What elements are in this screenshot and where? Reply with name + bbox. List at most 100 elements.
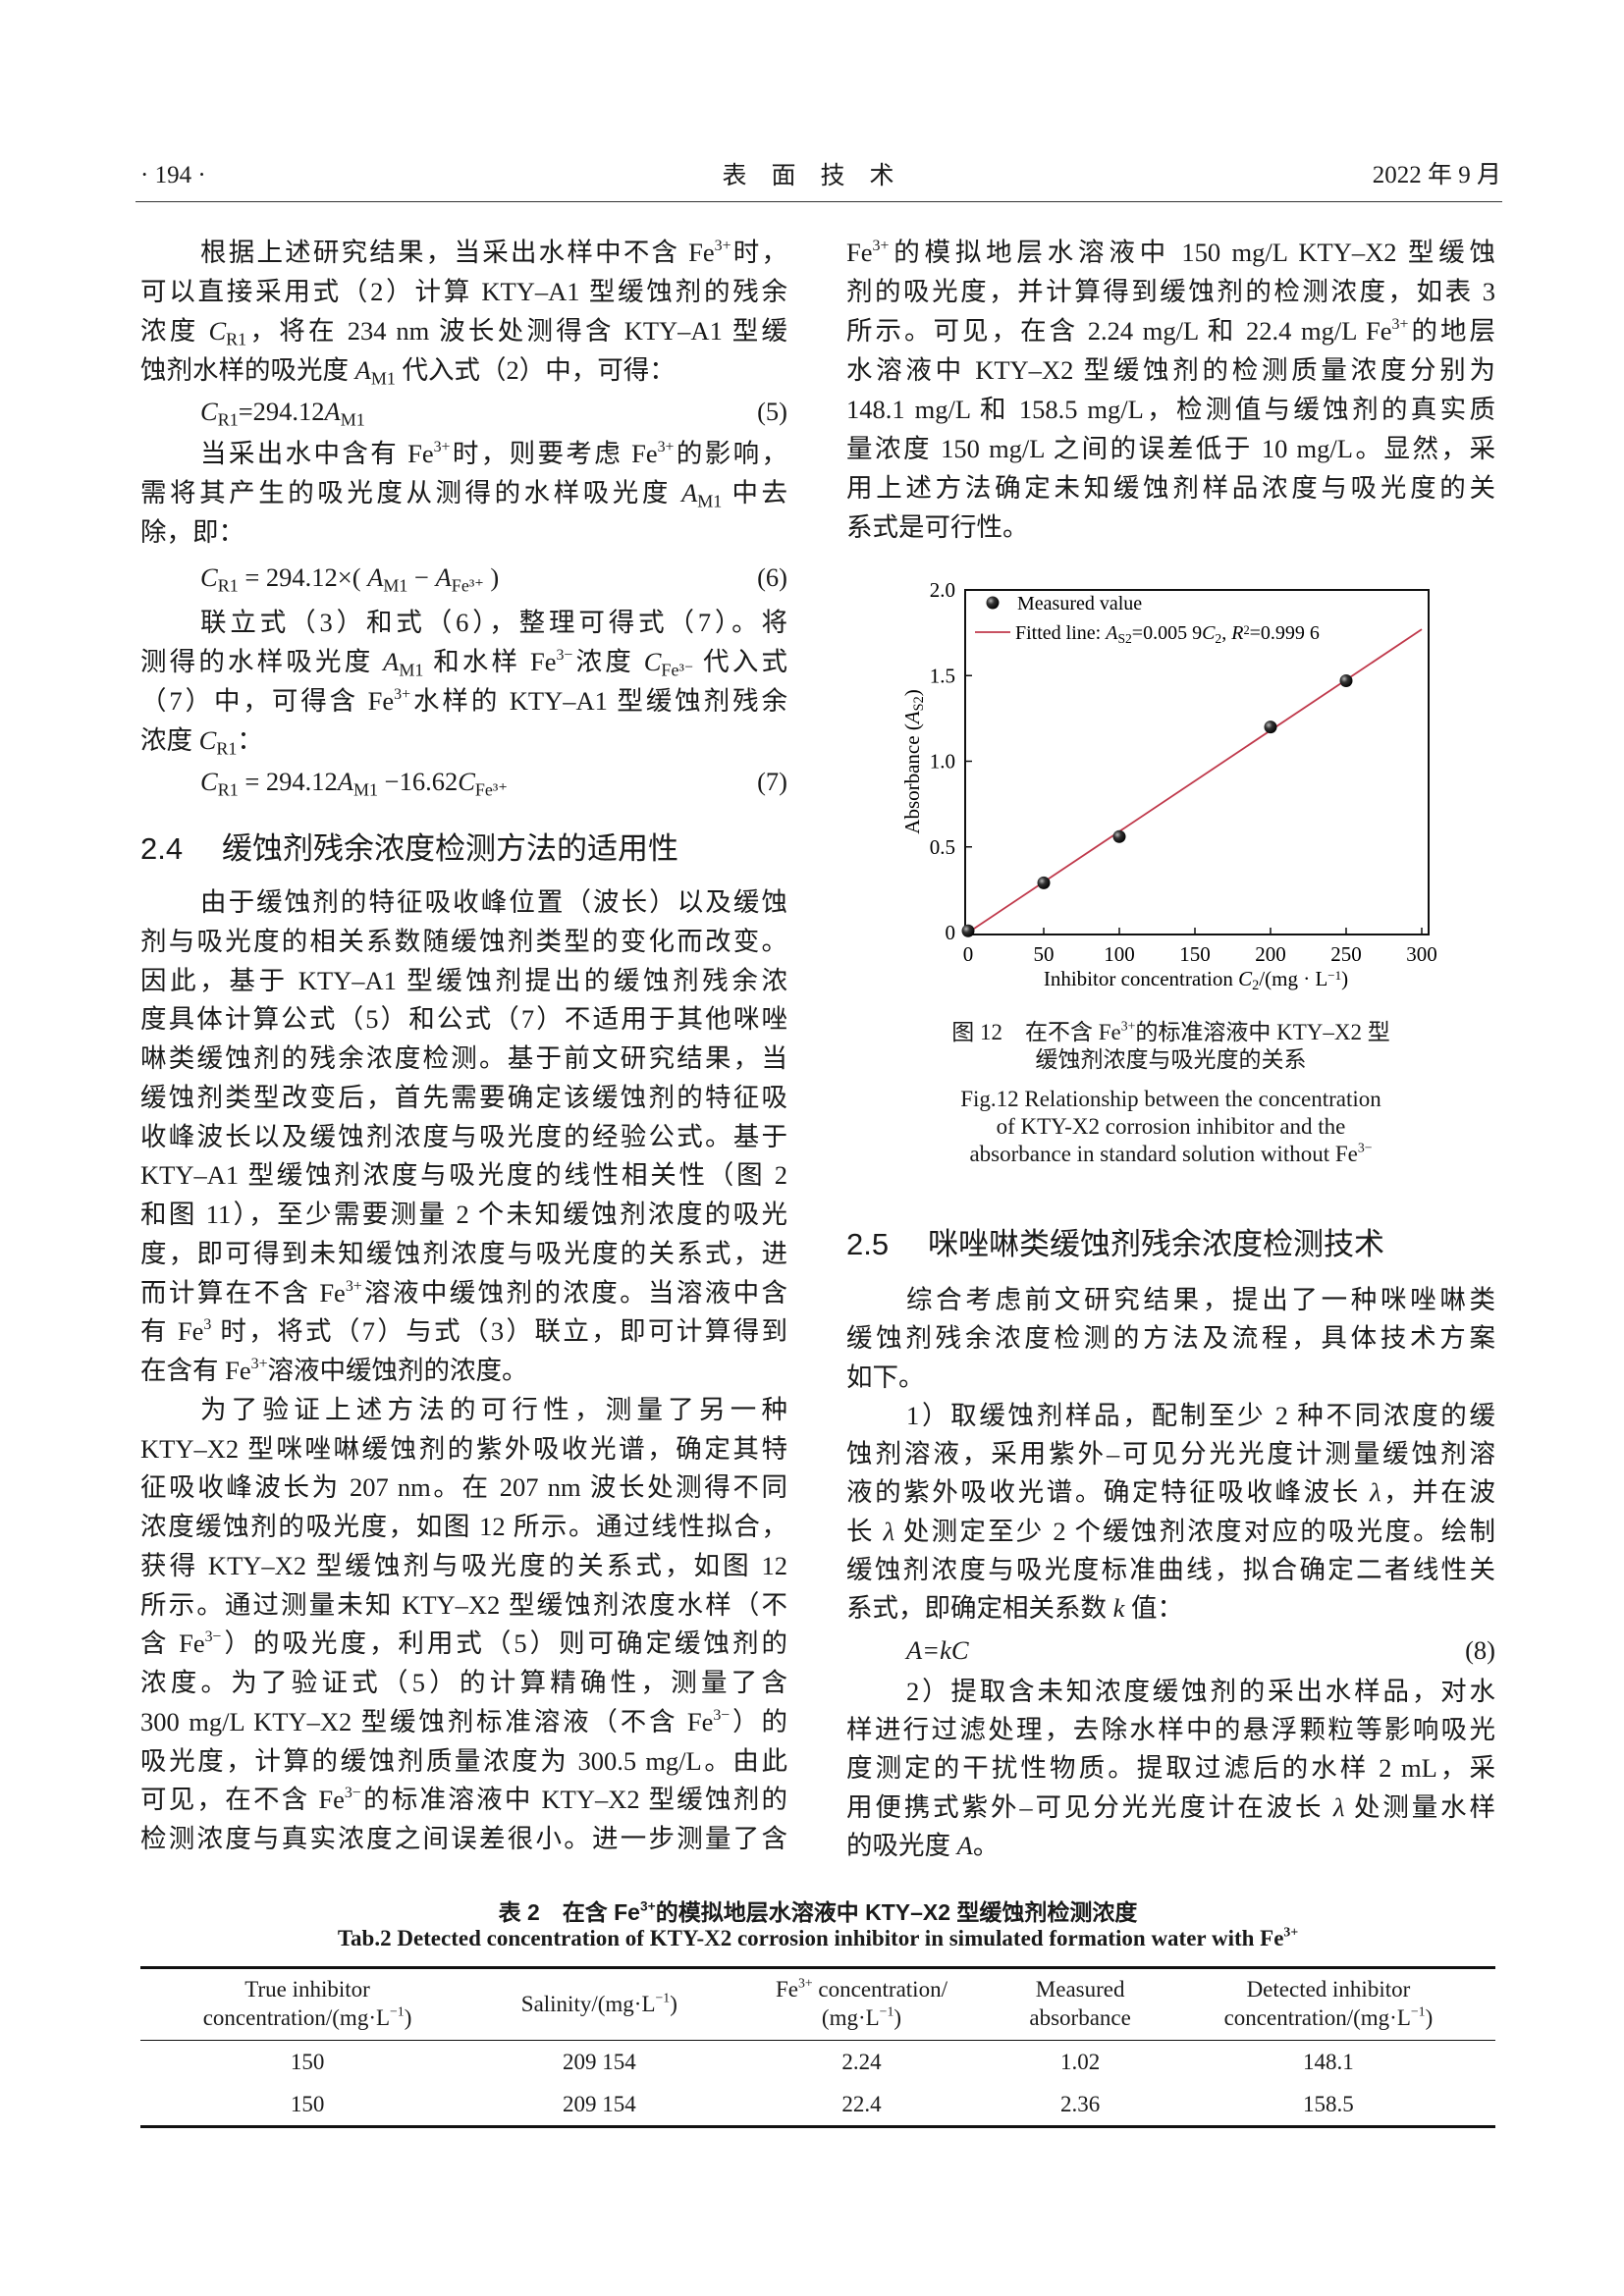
text-run: )	[404, 2005, 412, 2030]
y-tick-label: 1.0	[930, 750, 955, 774]
text-run: )	[900, 689, 924, 696]
subscript: R1	[217, 779, 239, 800]
column-header: Measured absorbance	[999, 1966, 1162, 2041]
text-run: ,	[1221, 622, 1231, 644]
text-run: 的地层	[1408, 316, 1496, 346]
superscript: 3+	[1120, 1018, 1136, 1034]
equation-formula: A=kC	[906, 1629, 969, 1673]
text-line: 所示。可见，在含 2.24 mg/L 和 22.4 mg/L Fe3+的地层	[846, 311, 1495, 350]
table-row: 150 209 154 2.24 1.02 148.1	[140, 2041, 1495, 2084]
paragraph: 2）提取含未知浓度缓蚀剂的采出水样品，对水 样进行过滤处理，去除水样中的悬浮颗粒等…	[846, 1673, 1495, 1865]
text-line: 可见，在不含 Fe3−的标准溶液中 KTY–X2 型缓蚀剂的	[140, 1781, 787, 1820]
text-line: 浓度缓蚀剂的吸光度，如图 12 所示。通过线性拟合，	[140, 1508, 787, 1547]
text-run: 样进行过滤处理，去除水样中的悬浮颗粒等影响吸光	[846, 1714, 1495, 1744]
text-run: 长	[846, 1516, 884, 1546]
subscript: Fe³⁻	[661, 660, 694, 680]
text-run: 148.1 mg/L 和 158.5 mg/L，检测值与缓蚀剂的真实质	[846, 395, 1495, 424]
text-run: 2	[1252, 978, 1259, 993]
text-run: ：	[237, 725, 263, 755]
text-line: 因此，基于 KTY–A1 型缓蚀剂提出的缓蚀剂残余浓	[140, 962, 787, 1001]
text-line: 系式是可行性。	[846, 507, 1495, 547]
text-run: 剂与吸光度的相关系数随缓蚀剂类型的变化而改变。	[140, 926, 787, 956]
text-line: 浓度 CR1：	[140, 721, 787, 760]
equation-formula: CR1 = 294.12AM1 −16.62CFe³⁺	[200, 760, 508, 804]
text-line: 除，即：	[140, 512, 787, 552]
text-line: 的吸光度 A。	[846, 1827, 1495, 1865]
text-run: =0.999 6	[1250, 622, 1320, 644]
text-run: S2	[1117, 631, 1132, 646]
text-run: 液的紫外吸收光谱。确定特征吸收峰波长	[846, 1477, 1371, 1508]
text-run: 2	[1215, 631, 1221, 646]
text-line: 度测定的干扰性物质。提取过滤后的水样 2 mL，采	[846, 1749, 1495, 1788]
text-run: 值：	[1124, 1593, 1184, 1624]
subscript: M1	[340, 409, 365, 430]
superscript: −1	[655, 1989, 671, 2004]
italic-symbol: A	[354, 355, 371, 385]
plot-frame	[964, 589, 1430, 935]
text-run: 度测定的干扰性物质。提取过滤后的水样 2 mL，采	[846, 1753, 1495, 1784]
text-line: 水溶液中 KTY–X2 型缓蚀剂的检测质量浓度分别为	[846, 350, 1495, 390]
text-line: 液的紫外吸收光谱。确定特征吸收峰波长 λ，并在波	[846, 1473, 1495, 1512]
text-line: 含 Fe3−）的吸光度，利用式（5）则可确定缓蚀剂的	[140, 1625, 787, 1664]
data-table: True inhibitor concentration/(mg·L−1) Sali…	[140, 1966, 1495, 2128]
superscript: 3+	[394, 685, 411, 703]
text-run: 联立式（3）和式（6），整理可得式（7）。将	[200, 608, 787, 637]
text-run: )	[893, 2005, 902, 2030]
text-line: 缓蚀剂残余浓度检测的方法及流程，具体技术方案	[846, 1319, 1495, 1358]
table-cell: 22.4	[724, 2083, 1000, 2128]
text-run: 处测定至少 2 个缓蚀剂浓度对应的吸光度。绘制	[894, 1516, 1496, 1546]
x-tick-label: 150	[1179, 942, 1211, 966]
text-run: 时，将式（7）与式（3）联立，即可计算得到	[211, 1316, 788, 1347]
superscript: 3−	[204, 1629, 222, 1646]
text-run: 啉类缓蚀剂的残余浓度检测。基于前文研究结果，当	[140, 1043, 787, 1073]
italic-symbol: A	[324, 397, 341, 426]
superscript: 3−	[713, 1706, 731, 1724]
text-line: 用上述方法确定未知缓蚀剂样品浓度与吸光度的关	[846, 468, 1495, 507]
text-run: 因此，基于 KTY–A1 型缓蚀剂提出的缓蚀剂残余浓	[140, 965, 787, 995]
y-tick-label: 1.5	[930, 664, 955, 687]
text-line: 征吸收峰波长为 207 nm。在 207 nm 波长处测得不同	[140, 1468, 787, 1508]
text-run: 用上述方法确定未知缓蚀剂样品浓度与吸光度的关	[846, 473, 1495, 503]
text-line: 缓蚀剂类型改变后，首先需要确定该缓蚀剂的特征吸	[140, 1079, 787, 1118]
y-tick-label: 2.0	[930, 578, 955, 602]
text-run: 含 Fe	[140, 1629, 205, 1659]
text-run: 所示。通过测量未知 KTY–X2 型缓蚀剂浓度水样（不	[140, 1589, 787, 1620]
paragraph: 由于缓蚀剂的特征吸收峰位置（波长）以及缓蚀 剂与吸光度的相关系数随缓蚀剂类型的变化…	[140, 883, 787, 1391]
text-line: 测得的水样吸光度 AM1 和水样 Fe3−浓度 CFe³⁻ 代入式	[140, 642, 787, 681]
text-run: 图 12 在不含 Fe	[951, 1020, 1121, 1044]
column-header: Detected inhibitor concentration/(mg·L−1)	[1161, 1966, 1495, 2041]
text-run: = 294.12	[238, 767, 338, 796]
subscript: M1	[383, 575, 408, 596]
table-cell: 2.24	[841, 2050, 882, 2074]
italic-symbol: C	[200, 562, 218, 592]
text-line: 样进行过滤处理，去除水样中的悬浮颗粒等影响吸光	[846, 1711, 1495, 1749]
caption-line: 图 12 在不含 Fe3+的标准溶液中 KTY–X2 型	[846, 1019, 1495, 1046]
text-run: A	[1104, 622, 1118, 644]
text-run: 度，即可得到未知缓蚀剂浓度与吸光度的关系式，进	[140, 1238, 787, 1268]
text-line: 度，即可得到未知缓蚀剂浓度与吸光度的关系式，进	[140, 1235, 787, 1274]
text-run: concentration/(mg·L	[202, 2005, 391, 2030]
table-cell: 158.5	[1161, 2083, 1495, 2128]
equation: CR1 = 294.12×( AM1 − AFe³⁺ ) (6)	[140, 552, 787, 603]
left-text-block-b: 由于缓蚀剂的特征吸收峰位置（波长）以及缓蚀 剂与吸光度的相关系数随缓蚀剂类型的变化…	[140, 883, 787, 1859]
superscript: 3+	[1283, 1924, 1299, 1940]
paragraph: 联立式（3）和式（6），整理可得式（7）。将测得的水样吸光度 AM1 和水样 F…	[140, 603, 787, 760]
text-run: 代入式（2）中，可得：	[395, 355, 676, 385]
superscript: 3+	[250, 1355, 268, 1372]
text-run: concentration/(mg·L	[1223, 2005, 1411, 2030]
equation-number: (6)	[757, 562, 787, 592]
text-line: 剂与吸光度的相关系数随缓蚀剂类型的变化而改变。	[140, 923, 787, 962]
figure-caption-en: Fig.12 Relationship between the concentr…	[846, 1086, 1495, 1168]
table-header-row: True inhibitor concentration/(mg·L−1) Sali…	[140, 1966, 1495, 2041]
text-run: Detected inhibitor	[1246, 1977, 1411, 2002]
superscript: 3+	[872, 237, 890, 254]
text-run: 水样的 KTY–A1 型缓蚀剂残余	[410, 686, 788, 716]
text-run: 有 Fe	[140, 1316, 204, 1347]
text-run: 的模拟地层水溶液中 150 mg/L KTY–X2 型缓蚀	[889, 238, 1495, 267]
text-line: 浓度 CR1，将在 234 nm 波长处测得含 KTY–A1 型缓	[140, 311, 787, 350]
text-line: 用便携式紫外–可见分光光度计在波长 λ 处测量水样	[846, 1789, 1495, 1827]
text-run: )	[1341, 967, 1348, 990]
text-run: of KTY-X2 corrosion inhibitor and the	[996, 1114, 1346, 1139]
text-run: 可见，在不含 Fe	[140, 1785, 345, 1815]
text-run: ）的吸光度，利用式（5）则可确定缓蚀剂的	[221, 1629, 788, 1659]
